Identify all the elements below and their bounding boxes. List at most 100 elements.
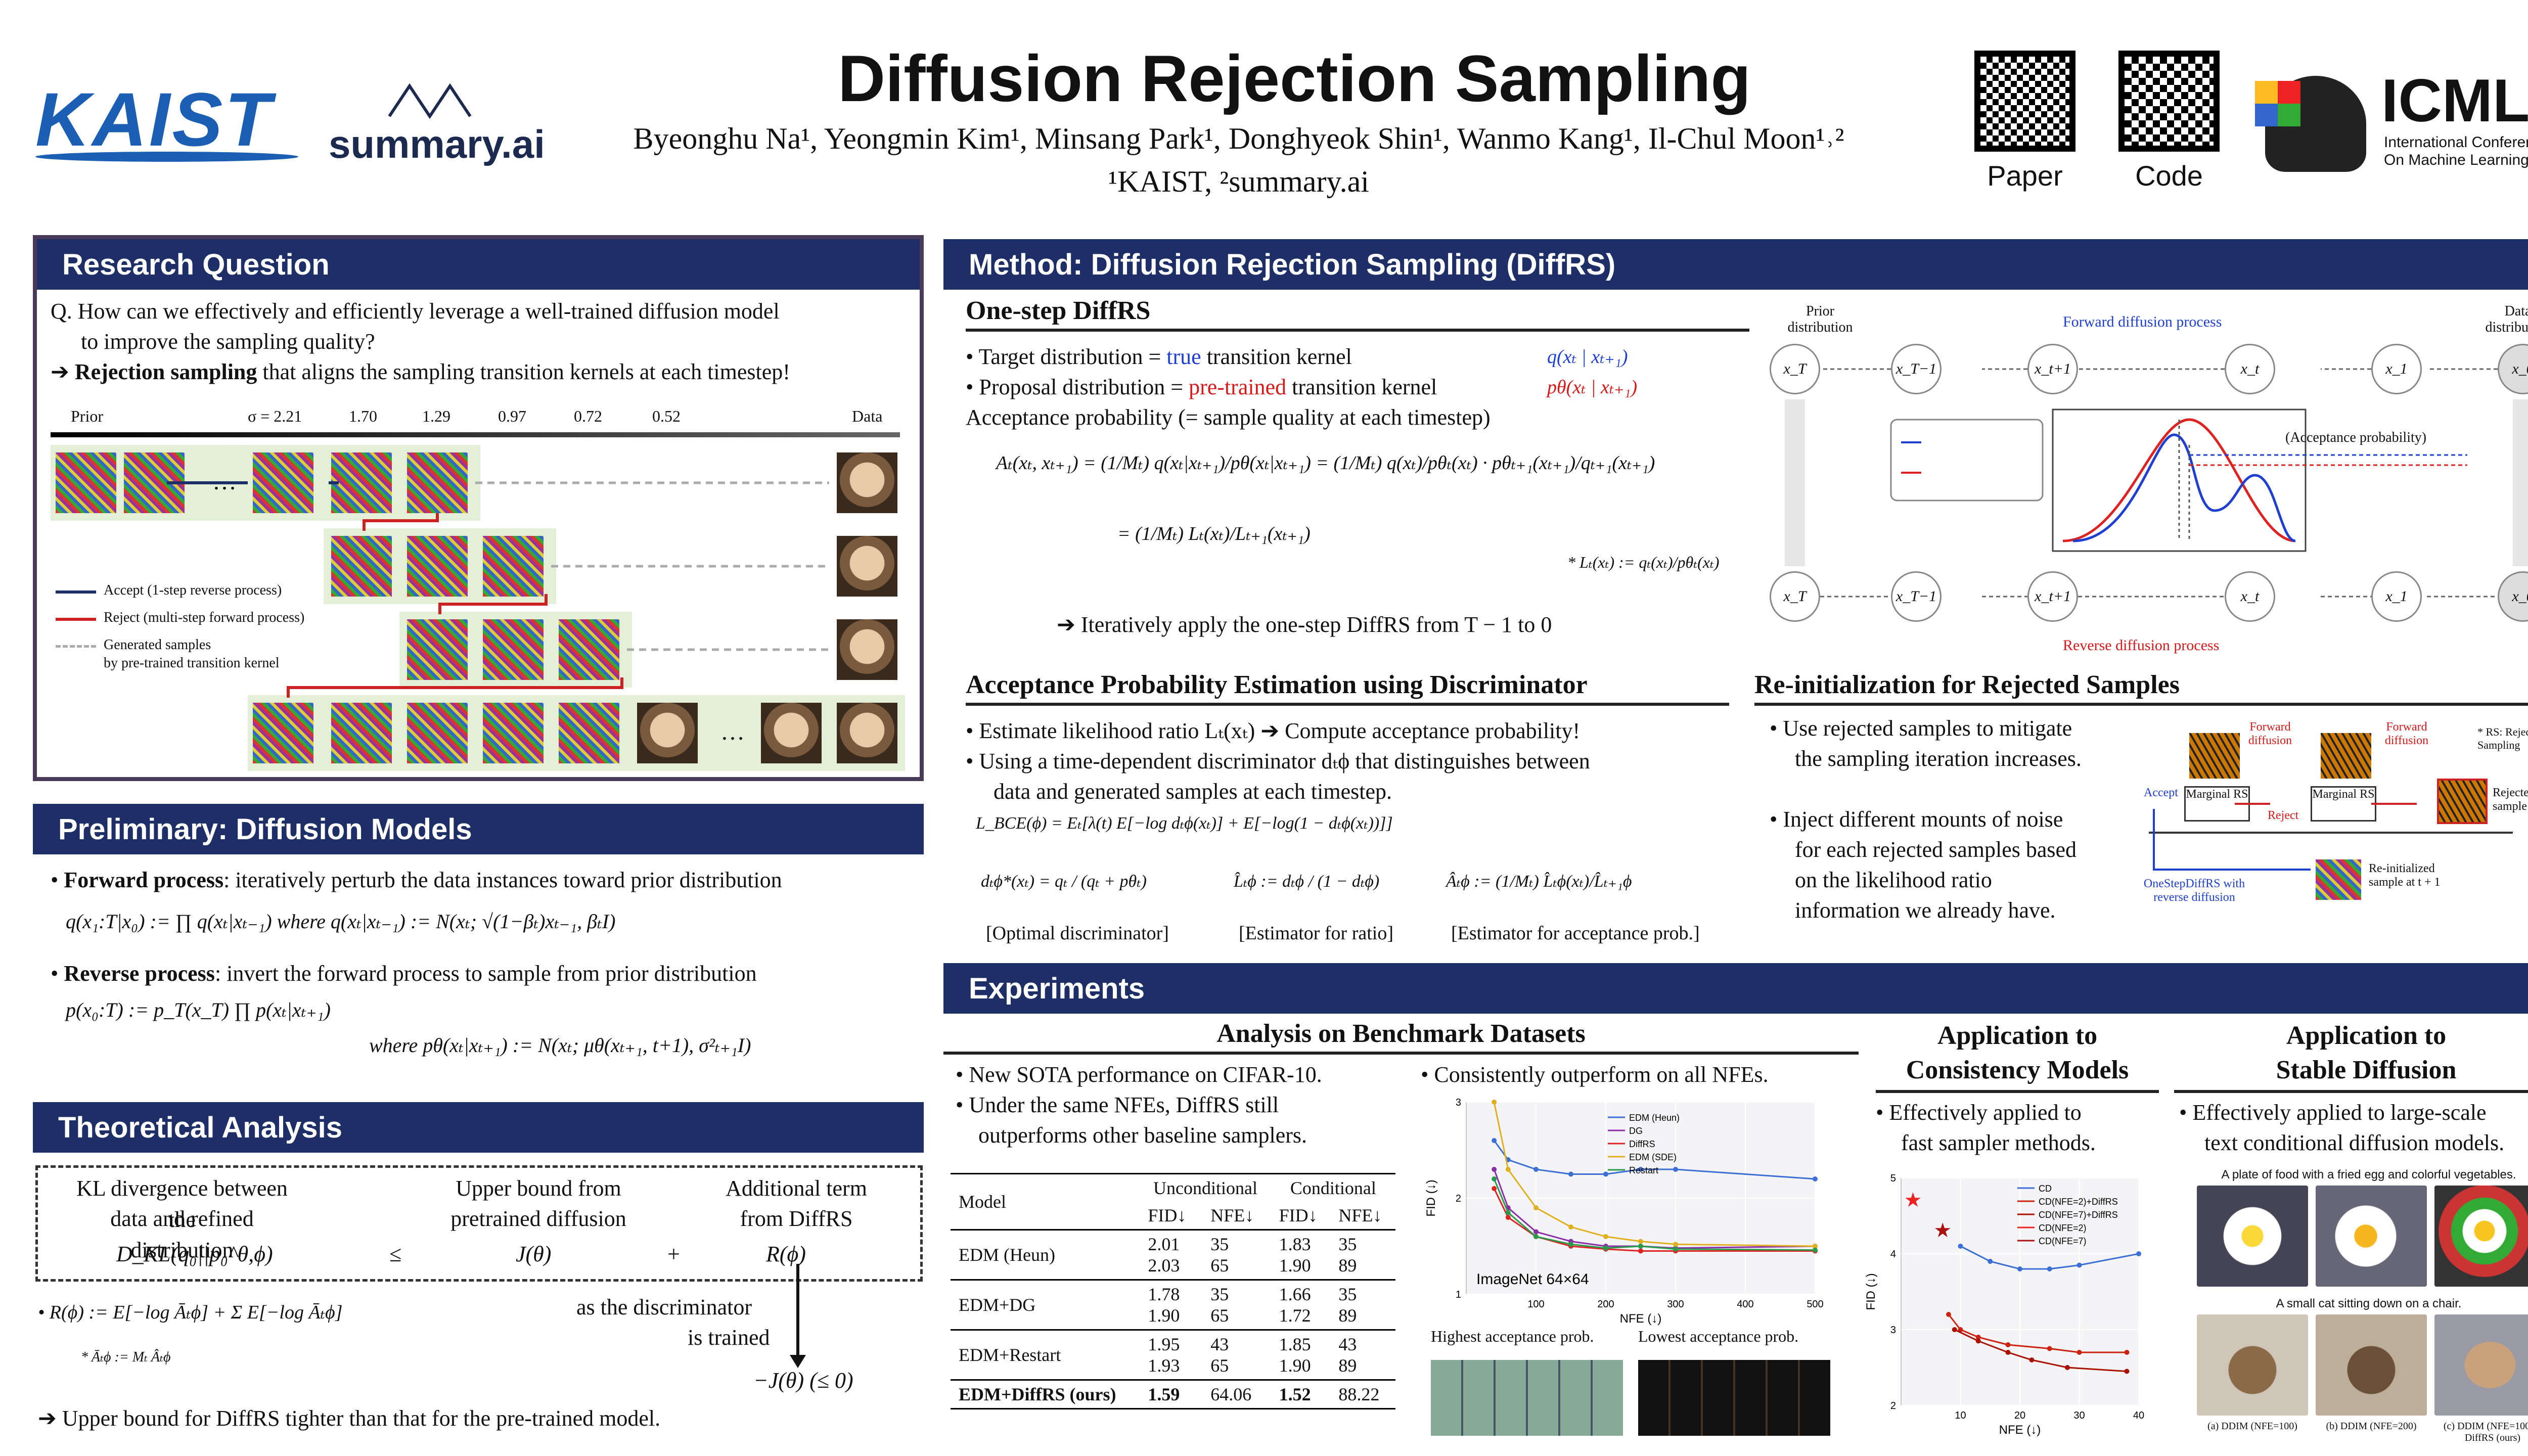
legend-label: CD(NFE=2)+DiffRS xyxy=(2039,1197,2118,1207)
y-tick-label: 5 xyxy=(1890,1173,1896,1184)
rd-arrows xyxy=(2153,803,2417,871)
legend-label: DiffRS xyxy=(1629,1139,1655,1149)
legend-label: EDM (SDE) xyxy=(1629,1152,1677,1162)
rd-accept: Accept xyxy=(2144,786,2178,799)
theory-e3: R(ϕ) xyxy=(766,1242,806,1266)
rd-axis xyxy=(2149,832,2513,834)
data-point xyxy=(1988,1259,1993,1264)
accept-eq1: Aₜ(xₜ, xₜ₊₁) = (1/Mₜ) q(xₜ|xₜ₊₁)/pθ(xₜ|x… xyxy=(996,452,1655,474)
theory-a-def: * Āₜϕ := Mₜ Âₜϕ xyxy=(81,1349,171,1365)
prelim-forward-eq: q(x₁:T|x₀) := ∏ q(xₜ|xₜ₋₁) where q(xₜ|xₜ… xyxy=(66,910,616,933)
theory-as2: is trained xyxy=(688,1325,770,1350)
data-point xyxy=(1638,1248,1643,1254)
exp-header: Experiments xyxy=(943,963,2528,1014)
reinit-b2d: information we already have. xyxy=(1795,898,2056,923)
rq-noise-6 xyxy=(331,536,392,597)
node-top-xt1: x_t+1 xyxy=(2027,344,2078,394)
data-point xyxy=(1813,1176,1818,1181)
sd-cap-1: (a) DDIM (NFE=100) xyxy=(2207,1421,2297,1432)
data-point xyxy=(1638,1244,1643,1249)
th-cond: Conditional xyxy=(1271,1173,1395,1202)
node-top-xT: x_T xyxy=(1770,344,1820,394)
cm-b1: • Effectively applied to xyxy=(1876,1100,2082,1125)
x-tick-label: 300 xyxy=(1667,1299,1684,1310)
diag-acc-prob: (Acceptance probability) xyxy=(2285,430,2427,445)
rd-rejected: Rejected sample at t xyxy=(2493,786,2528,813)
series-line xyxy=(1960,1245,2139,1270)
series-line xyxy=(1493,1140,1816,1180)
cell: 1.83 1.90 xyxy=(1271,1229,1331,1280)
theory-box xyxy=(35,1165,923,1282)
y-tick-label: 2 xyxy=(1456,1193,1461,1204)
bench-b3: outperforms other baseline samplers. xyxy=(978,1123,1307,1148)
th-fid2: FID↓ xyxy=(1279,1205,1318,1225)
theory-le: ≤ xyxy=(389,1242,402,1266)
rq-legend-accept-icon xyxy=(56,590,96,594)
chart-imagenet: 100 200 300 400 500 1 2 3 EDM (Heun) DG DiffRS EDM … xyxy=(1426,1097,1824,1326)
qr-code-icon xyxy=(2118,51,2220,152)
data-point xyxy=(1505,1167,1511,1172)
sd-cat-2 xyxy=(2316,1314,2427,1416)
theory-e1: D_KL(q₀||p₀^θ,ϕ) xyxy=(116,1242,273,1266)
cm-title: Application to Consistency Models xyxy=(1876,1019,2159,1094)
prelim-forward: • Forward process: iteratively perturb t… xyxy=(51,868,782,892)
data-point xyxy=(1673,1242,1678,1247)
series-star: ★ xyxy=(1933,1219,1952,1242)
reinit-b2c: on the likelihood ratio xyxy=(1795,868,1992,892)
ape-b2: • Using a time-dependent discriminator d… xyxy=(966,749,1590,774)
cell: 35 89 xyxy=(1330,1229,1395,1280)
data-point xyxy=(1505,1215,1511,1220)
rq-face-b xyxy=(837,536,897,597)
rq-axis-prior: Prior xyxy=(71,407,103,425)
data-point xyxy=(1533,1234,1539,1239)
reinit-b2b: for each rejected samples based xyxy=(1795,837,2077,862)
x-tick-label: 400 xyxy=(1737,1299,1753,1310)
rq-noise-1 xyxy=(56,452,116,513)
results-table: Model Unconditional Conditional FID↓ NFE↓ FI… xyxy=(951,1173,1395,1409)
data-point xyxy=(1638,1167,1643,1172)
cell: 88.22 xyxy=(1330,1379,1395,1409)
node-bot-xT1: x_T−1 xyxy=(1891,571,1942,622)
theory-c1b: data and refined distribution xyxy=(110,1206,254,1262)
data-point xyxy=(1673,1167,1678,1172)
ape-l2: [Estimator for ratio] xyxy=(1239,923,1394,944)
table-row: EDM+Restart 1.95 1.93 43 65 1.85 1.90 43 89 xyxy=(951,1329,1395,1380)
y-tick-label: 4 xyxy=(1890,1249,1896,1260)
bench-b1: • New SOTA performance on CIFAR-10. xyxy=(956,1062,1322,1087)
data-point xyxy=(1603,1234,1608,1239)
prelim-reverse-eq2: where pθ(xₜ|xₜ₊₁) := N(xₜ; μθ(xₜ₊₁, t+1)… xyxy=(369,1034,751,1057)
cell: EDM+Restart xyxy=(951,1329,1140,1380)
rq-face-a xyxy=(837,452,897,513)
th-nfe1: NFE↓ xyxy=(1210,1205,1254,1225)
cm-b2: fast sampler methods. xyxy=(1901,1130,2096,1155)
theory-e2: J(θ) xyxy=(516,1242,552,1266)
reinit-b1b: the sampling iteration increases. xyxy=(1795,746,2082,771)
sd-food-2 xyxy=(2316,1186,2427,1287)
theory-c2b: pretrained diffusion xyxy=(450,1206,626,1231)
cell: 1.59 xyxy=(1140,1379,1203,1409)
data-point xyxy=(2065,1365,2070,1370)
ape-f2: L̂ₜϕ := dₜϕ / (1 − dₜϕ) xyxy=(1234,872,1380,891)
bench-b4: • Consistently outperform on all NFEs. xyxy=(1421,1062,1769,1087)
table-row: EDM+DG 1.78 1.90 35 65 1.66 1.72 35 89 xyxy=(951,1279,1395,1330)
legend-label: CD(NFE=2) xyxy=(2039,1223,2087,1233)
node-bot-xt1: x_t+1 xyxy=(2027,571,2078,622)
sd-cap-3: (c) DDIM (NFE=100) + DiffRS (ours) xyxy=(2443,1421,2528,1443)
kaist-swoosh xyxy=(35,152,298,162)
rq-arrows xyxy=(167,481,829,698)
chart-title: ImageNet 64×64 xyxy=(1476,1271,1589,1288)
legend-label: EDM (Heun) xyxy=(1629,1113,1680,1123)
rq-face-c xyxy=(837,619,897,680)
theory-r-def: • R(ϕ) := E[−log Āₜϕ] + Σ E[−log Āₜϕ] xyxy=(38,1302,343,1323)
theory-c3b: from DiffRS xyxy=(740,1206,853,1231)
sd-cat-1 xyxy=(2197,1314,2308,1416)
lo-acc-label: Lowest acceptance prob. xyxy=(1638,1327,1799,1345)
rd-fwd-1: Forward diffusion xyxy=(2248,720,2292,747)
series-line xyxy=(1493,1188,1815,1252)
rq-legend-gen2: by pre-trained transition kernel xyxy=(104,655,280,671)
theory-negj: −J(θ) (≤ 0) xyxy=(753,1368,853,1393)
x-tick-label: 30 xyxy=(2073,1410,2085,1421)
rq-noise-12 xyxy=(253,703,313,763)
cell: 2.01 2.03 xyxy=(1140,1229,1203,1280)
th-nfe2: NFE↓ xyxy=(1338,1205,1382,1225)
